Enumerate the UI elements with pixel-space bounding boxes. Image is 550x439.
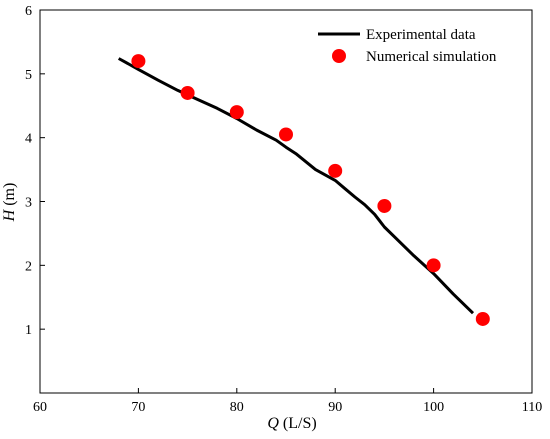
legend-label-experimental: Experimental data (366, 27, 476, 43)
simulation-point (131, 54, 146, 69)
y-axis-title: H (m) (1, 183, 18, 223)
y-axis-symbol: H (1, 208, 18, 222)
x-tick-label: 80 (230, 400, 244, 415)
plot-frame (39, 9, 533, 394)
x-tick-label: 60 (33, 400, 47, 415)
y-tick-label: 3 (25, 196, 32, 211)
simulation-point (279, 127, 293, 142)
simulation-point (229, 105, 244, 120)
y-tick-label: 5 (25, 68, 32, 83)
x-axis-title: Q (L/S) (267, 415, 316, 432)
simulation-point (377, 198, 392, 213)
x-tick-label: 70 (131, 400, 145, 415)
simulation-point (475, 311, 490, 326)
y-tick-label: 2 (25, 259, 32, 274)
x-tick-label: 100 (423, 400, 444, 415)
legend-label-numerical: Numerical simulation (366, 49, 497, 65)
x-tick-label: 110 (522, 400, 542, 415)
x-tick-label: 90 (328, 400, 342, 415)
y-axis-unit: (m) (1, 183, 18, 210)
legend: Experimental data Numerical simulation (318, 27, 497, 65)
simulation-point (426, 258, 441, 273)
experimental-data-line (117, 57, 475, 315)
legend-marker-swatch (332, 49, 346, 63)
x-axis-symbol: Q (267, 415, 279, 432)
y-tick-label: 6 (25, 4, 32, 19)
x-axis-unit: (L/S) (279, 415, 317, 432)
y-tick-label: 4 (25, 132, 32, 147)
y-tick-label: 1 (25, 323, 32, 338)
simulation-point (328, 163, 343, 178)
simulation-point (180, 85, 195, 100)
